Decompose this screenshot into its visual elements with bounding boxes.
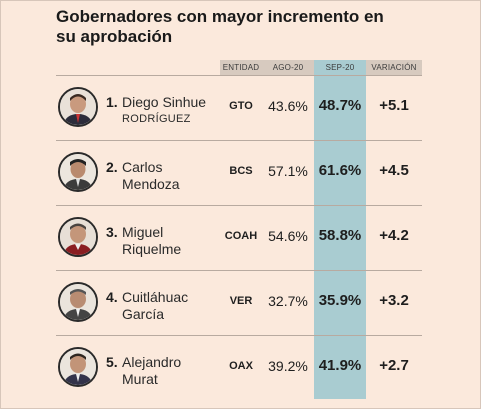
governor-name: Cuitláhuac García <box>122 289 232 323</box>
name-line2: Rodríguez <box>122 113 191 125</box>
ago-value: 32.7% <box>268 293 308 309</box>
variation-value: +4.2 <box>379 227 409 244</box>
state-code: VER <box>229 295 253 307</box>
governor-name: Miguel Riquelme <box>122 224 232 258</box>
table-row: 2. Carlos Mendoza BCS 57.1% 61.6% +4.5 <box>56 141 422 205</box>
man-portrait-icon <box>58 217 98 257</box>
sep-value: 41.9% <box>318 357 362 374</box>
divider <box>56 75 422 76</box>
column-header-ago: AGO-20 <box>272 63 304 72</box>
variation-value: +3.2 <box>379 292 409 309</box>
variation-value: +2.7 <box>379 357 409 374</box>
table-row: 1. Diego Sinhue Rodríguez GTO 43.6% 48.7… <box>56 76 422 140</box>
man-portrait-icon <box>58 347 98 387</box>
state-code: BCS <box>229 165 253 177</box>
sep-value: 58.8% <box>318 227 362 244</box>
rank-label: 3. <box>106 224 118 240</box>
ago-value: 43.6% <box>268 98 308 114</box>
divider <box>56 140 422 141</box>
name-line1: Carlos <box>122 159 163 175</box>
state-code: COAH <box>224 230 258 242</box>
table-row: 4. Cuitláhuac García VER 32.7% 35.9% +3.… <box>56 271 422 335</box>
man-portrait-icon <box>58 152 98 192</box>
rank-label: 1. <box>106 94 118 110</box>
sep-value: 48.7% <box>318 97 362 114</box>
divider <box>56 205 422 206</box>
sep-value: 61.6% <box>318 162 362 179</box>
column-header-variacion: VARIACIÓN <box>371 63 417 72</box>
page-title: Gobernadores con mayor incremento en su … <box>56 7 384 46</box>
ago-value: 54.6% <box>268 228 308 244</box>
name-line2: Murat <box>122 371 158 387</box>
name-line1: Alejandro <box>122 354 182 370</box>
variation-value: +4.5 <box>379 162 409 179</box>
name-line1: Diego Sinhue <box>122 94 207 110</box>
name-line2: Riquelme <box>122 241 182 257</box>
name-line1: Miguel <box>122 224 164 240</box>
state-code: GTO <box>229 100 253 112</box>
divider <box>56 270 422 271</box>
man-portrait-icon <box>58 87 98 127</box>
state-code: OAX <box>229 360 253 372</box>
ago-value: 39.2% <box>268 358 308 374</box>
rank-label: 4. <box>106 289 118 305</box>
man-portrait-icon <box>58 282 98 322</box>
governor-name: Diego Sinhue Rodríguez <box>122 94 232 128</box>
sep-value: 35.9% <box>318 292 362 309</box>
name-line2: García <box>122 306 165 322</box>
name-line1: Cuitláhuac <box>122 289 189 305</box>
highlight-column-sep <box>314 75 366 399</box>
governor-name: Carlos Mendoza <box>122 159 232 193</box>
variation-value: +5.1 <box>379 97 409 114</box>
name-line2: Mendoza <box>122 176 180 192</box>
governor-name: Alejandro Murat <box>122 354 232 388</box>
rank-label: 2. <box>106 159 118 175</box>
divider <box>56 335 422 336</box>
column-header-sep: SEP-20 <box>314 60 366 75</box>
column-header-entidad: ENTIDAD <box>222 63 260 72</box>
table-row: 5. Alejandro Murat OAX 39.2% 41.9% +2.7 <box>56 336 422 400</box>
rank-label: 5. <box>106 354 118 370</box>
ago-value: 57.1% <box>268 163 308 179</box>
table-row: 3. Miguel Riquelme COAH 54.6% 58.8% +4.2 <box>56 206 422 270</box>
